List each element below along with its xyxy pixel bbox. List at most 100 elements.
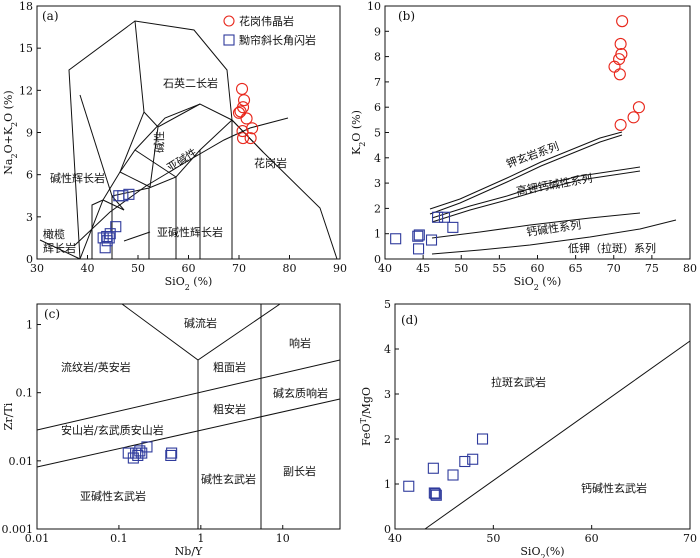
amphibolite-data-point xyxy=(403,480,415,492)
amphibolite-data-point xyxy=(428,487,440,499)
field-low-k-tholeiite-series: 低钾（拉斑）系列 xyxy=(568,241,656,255)
pegmatite-data-point xyxy=(236,132,250,145)
field-gabbro: 辉长岩 xyxy=(43,241,76,255)
pegmatite-data-point xyxy=(244,132,257,145)
x-tick-label: 60 xyxy=(531,262,545,275)
field-boundary xyxy=(36,359,341,431)
amphibolite-data-point xyxy=(101,235,113,247)
tas-boundary xyxy=(39,239,81,260)
tas-boundary xyxy=(111,119,233,197)
pegmatite-data-point xyxy=(632,101,645,114)
field-boundary xyxy=(36,398,341,468)
x-tick-label: 40 xyxy=(81,262,95,275)
field-boundary xyxy=(121,303,281,361)
panel-d-frame xyxy=(394,303,691,530)
field-calc-alkaline-series: 钙碱性系列 xyxy=(525,217,581,239)
y-tick-label: 12 xyxy=(19,84,33,97)
x-tick-label: 50 xyxy=(454,262,468,275)
y-tick-label: 0 xyxy=(26,253,33,266)
x-tick-label: 0.1 xyxy=(110,532,128,545)
y-tick-label: 1 xyxy=(384,478,391,491)
x-tick-label: 70 xyxy=(232,262,246,275)
amphibolite-data-point xyxy=(117,190,129,202)
y-tick-label: 9 xyxy=(374,25,381,38)
field-andesite-basaltic-andesite: 安山岩/玄武质安山岩 xyxy=(61,423,164,437)
amphibolite-data-point xyxy=(134,445,146,457)
legend-square-marker xyxy=(223,34,235,46)
pegmatite-data-point xyxy=(235,82,249,95)
y-tick-label: 3 xyxy=(374,177,381,190)
amphibolite-data-point xyxy=(165,449,177,461)
pegmatite-data-point xyxy=(627,111,640,124)
field-subalkaline-gabbro: 亚碱性辉长岩 xyxy=(157,225,223,239)
field-trachyandesite: 粗安岩 xyxy=(213,402,246,416)
x-tick-label: 80 xyxy=(283,262,297,275)
x-axis-label: SiO2(%) xyxy=(520,545,564,558)
pegmatite-data-point xyxy=(614,118,627,131)
y-tick-label: 7 xyxy=(374,76,381,89)
y-tick-label: 0 xyxy=(374,253,381,266)
high-k-boundary xyxy=(431,170,641,223)
tas-boundary xyxy=(134,20,201,128)
y-axis-label: Zr/Ti xyxy=(2,402,15,430)
x-tick-label: 60 xyxy=(182,262,196,275)
amphibolite-data-point xyxy=(432,211,444,223)
field-alkali-basalt: 碱性玄武岩 xyxy=(201,472,256,486)
amphibolite-data-point xyxy=(476,433,489,445)
y-tick-label: 1 xyxy=(374,228,381,241)
y-tick-label: 18 xyxy=(19,0,33,13)
x-tick-label: 55 xyxy=(492,262,506,275)
amphibolite-data-point xyxy=(425,234,438,246)
amphibolite-data-point xyxy=(103,232,115,244)
x-tick-label: 80 xyxy=(683,262,697,275)
field-foidite: 副长岩 xyxy=(283,464,316,478)
tholeiite-calc-alkaline-boundary xyxy=(424,340,691,530)
y-tick-label: 3 xyxy=(384,388,391,401)
x-tick-label: 1 xyxy=(197,532,204,545)
x-tick-label: 70 xyxy=(607,262,621,275)
y-tick-label: 0 xyxy=(384,523,391,536)
amphibolite-data-point xyxy=(412,243,425,255)
legend-label-pegmatite: 花岗伟晶岩 xyxy=(239,14,294,28)
x-tick-label: 90 xyxy=(333,262,347,275)
field-phonolite: 响岩 xyxy=(289,336,311,350)
tas-boundary xyxy=(91,199,104,259)
field-pointer xyxy=(123,231,151,242)
field-tholeiitic-basalt: 拉斑玄武岩 xyxy=(491,375,546,389)
amphibolite-data-point xyxy=(430,489,442,501)
tas-boundary xyxy=(119,171,151,188)
y-tick-label: 10 xyxy=(367,0,381,13)
tas-boundary xyxy=(149,126,159,188)
y-tick-label: 6 xyxy=(374,101,381,114)
pegmatite-data-point xyxy=(246,122,259,135)
field-calc-alkaline-basalt: 钙碱性玄武岩 xyxy=(581,481,647,495)
y-tick-label: 2 xyxy=(374,202,381,215)
x-tick-label: 70 xyxy=(683,532,697,545)
x-tick-label: 0.01 xyxy=(25,532,50,545)
pegmatite-data-point xyxy=(240,112,253,125)
amphibolite-data-point xyxy=(412,230,424,242)
panel-b-frame xyxy=(384,5,691,260)
x-tick-label: 50 xyxy=(131,262,145,275)
x-tick-label: 40 xyxy=(378,262,392,275)
pegmatite-data-point xyxy=(614,37,627,51)
amphibolite-data-point xyxy=(130,447,142,459)
amphibolite-data-point xyxy=(447,469,459,481)
y-tick-label: 8 xyxy=(374,51,381,64)
y-tick-label: 3 xyxy=(26,211,33,224)
y-tick-label: 6 xyxy=(26,169,33,182)
x-tick-label: 50 xyxy=(486,532,500,545)
panel-b-data xyxy=(390,15,645,255)
pegmatite-data-point xyxy=(234,105,247,118)
panel-d-label: (d) xyxy=(401,313,418,327)
panel-a-data xyxy=(97,82,259,254)
panel-d-axes: 40 50 60 70 0 1 2 3 4 5 SiO2(%) FeOT/MgO xyxy=(359,298,698,558)
pegmatite-data-point xyxy=(616,15,629,28)
x-tick-label: 40 xyxy=(388,532,402,545)
low-k-boundary xyxy=(431,219,677,255)
panel-d-data xyxy=(403,433,489,501)
x-axis-label: SiO2 (%) xyxy=(165,275,213,292)
x-tick-label: 75 xyxy=(645,262,659,275)
